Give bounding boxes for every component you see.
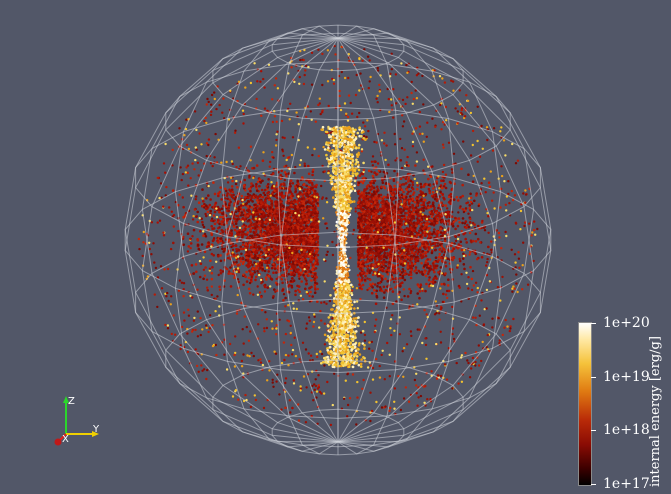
z-axis-label: Z xyxy=(68,396,75,407)
x-axis-line xyxy=(59,433,67,441)
colorbar-label: 1e+18 xyxy=(603,422,650,438)
x-axis-label: X xyxy=(62,434,69,445)
center-crosshair xyxy=(336,240,350,254)
colorbar-tick xyxy=(591,377,596,378)
colorbar-tick xyxy=(591,430,596,431)
colorbar-label-min: 1e+17 xyxy=(603,476,650,492)
colorbar xyxy=(578,322,592,486)
colorbar-tick xyxy=(591,484,596,485)
colorbar-title: internal energy [erg/g] xyxy=(648,336,663,487)
z-axis-arrow xyxy=(63,396,69,403)
sphere-wireframe xyxy=(124,24,552,456)
y-axis-arrow xyxy=(92,431,99,437)
x-axis-marker xyxy=(54,438,62,446)
colorbar-tick xyxy=(591,323,596,324)
particle-cloud xyxy=(137,44,539,427)
colorbar-label: 1e+19 xyxy=(603,369,650,385)
orientation-axes: Z X Y xyxy=(54,396,100,446)
colorbar-label-max: 1e+20 xyxy=(603,315,650,331)
y-axis-label: Y xyxy=(92,424,100,435)
